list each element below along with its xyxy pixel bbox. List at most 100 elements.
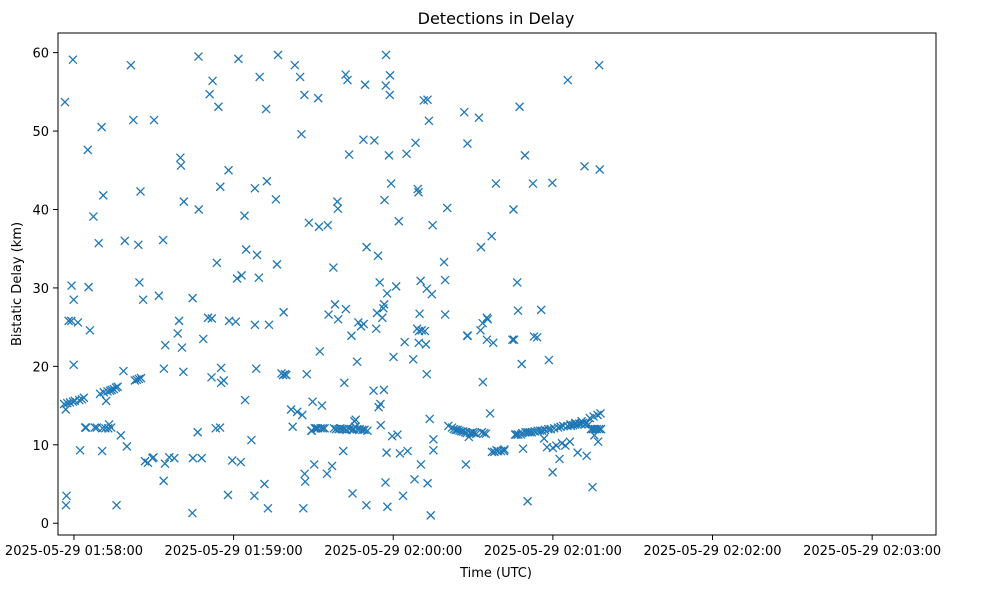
- data-point: [582, 451, 592, 461]
- data-point: [592, 424, 602, 434]
- data-point: [520, 150, 530, 160]
- data-point: [74, 395, 84, 405]
- data-point: [343, 75, 352, 85]
- data-point: [113, 382, 123, 392]
- markers-layer: [59, 50, 606, 520]
- data-point: [393, 430, 402, 440]
- data-point: [290, 60, 300, 70]
- data-point: [240, 211, 249, 221]
- data-point: [596, 408, 605, 418]
- data-point: [136, 186, 145, 196]
- data-point: [376, 399, 385, 409]
- data-point: [281, 370, 291, 380]
- data-point: [65, 397, 75, 407]
- data-point: [246, 435, 256, 445]
- data-point: [593, 437, 603, 447]
- data-point: [387, 431, 397, 441]
- data-point: [333, 204, 343, 214]
- data-point: [264, 320, 274, 330]
- data-point: [177, 343, 187, 352]
- data-point: [323, 220, 333, 230]
- data-point: [385, 90, 395, 100]
- data-point: [318, 423, 328, 433]
- data-point: [69, 360, 79, 370]
- data-point: [59, 399, 69, 409]
- data-point: [62, 491, 71, 501]
- data-point: [382, 288, 392, 298]
- data-point: [159, 364, 169, 374]
- data-point: [416, 276, 426, 286]
- data-point: [207, 372, 216, 382]
- data-point: [223, 490, 233, 500]
- data-point: [97, 446, 107, 456]
- data-point: [375, 277, 385, 287]
- data-point: [386, 179, 396, 189]
- data-point: [594, 424, 604, 434]
- data-point: [381, 477, 390, 487]
- data-point: [134, 374, 144, 384]
- data-point: [300, 469, 310, 479]
- data-point: [174, 316, 184, 326]
- data-point: [317, 401, 327, 411]
- data-point: [414, 338, 424, 348]
- data-point: [216, 363, 226, 373]
- data-point: [313, 93, 323, 103]
- data-point: [491, 179, 501, 189]
- data-point: [69, 295, 79, 305]
- data-point: [112, 500, 121, 510]
- data-point: [314, 222, 324, 232]
- data-point: [260, 479, 269, 489]
- data-point: [215, 182, 225, 192]
- data-point: [389, 352, 398, 362]
- data-point: [478, 318, 488, 328]
- data-point: [573, 448, 583, 458]
- data-point: [120, 236, 130, 246]
- data-point: [358, 135, 368, 145]
- data-point: [476, 325, 485, 335]
- data-point: [231, 317, 241, 327]
- data-point: [302, 369, 312, 379]
- data-point: [376, 420, 386, 430]
- data-point: [595, 165, 605, 174]
- data-point: [97, 122, 107, 132]
- data-point: [60, 97, 70, 107]
- data-point: [116, 430, 126, 440]
- data-point: [515, 102, 525, 112]
- data-point: [316, 423, 326, 433]
- data-point: [461, 459, 471, 469]
- x-tick-label: 2025-05-29 02:02:00: [643, 544, 781, 559]
- data-point: [463, 331, 473, 341]
- data-point: [278, 370, 288, 380]
- data-point: [558, 421, 568, 431]
- data-point: [377, 313, 387, 323]
- data-point: [240, 395, 250, 405]
- data-point: [66, 316, 76, 326]
- data-point: [232, 274, 242, 283]
- plot-frame: [57, 32, 937, 536]
- data-point: [353, 317, 363, 327]
- data-point: [428, 445, 438, 455]
- data-point: [300, 477, 310, 487]
- data-point: [518, 444, 528, 454]
- data-point: [140, 456, 150, 466]
- data-point: [341, 304, 351, 314]
- data-point: [563, 75, 573, 85]
- data-point: [428, 220, 438, 230]
- data-point: [219, 376, 229, 385]
- data-point: [381, 81, 391, 91]
- data-point: [439, 257, 449, 267]
- data-point: [254, 273, 264, 283]
- data-point: [250, 183, 260, 193]
- data-point: [61, 405, 71, 414]
- data-point: [101, 396, 111, 406]
- data-point: [122, 441, 132, 451]
- data-point: [341, 70, 351, 80]
- data-point: [463, 139, 472, 149]
- data-point: [425, 414, 435, 424]
- data-point: [523, 496, 533, 506]
- data-point: [224, 165, 234, 175]
- data-point: [507, 335, 517, 345]
- data-point: [351, 415, 361, 425]
- data-point: [373, 251, 383, 261]
- data-point: [459, 107, 469, 117]
